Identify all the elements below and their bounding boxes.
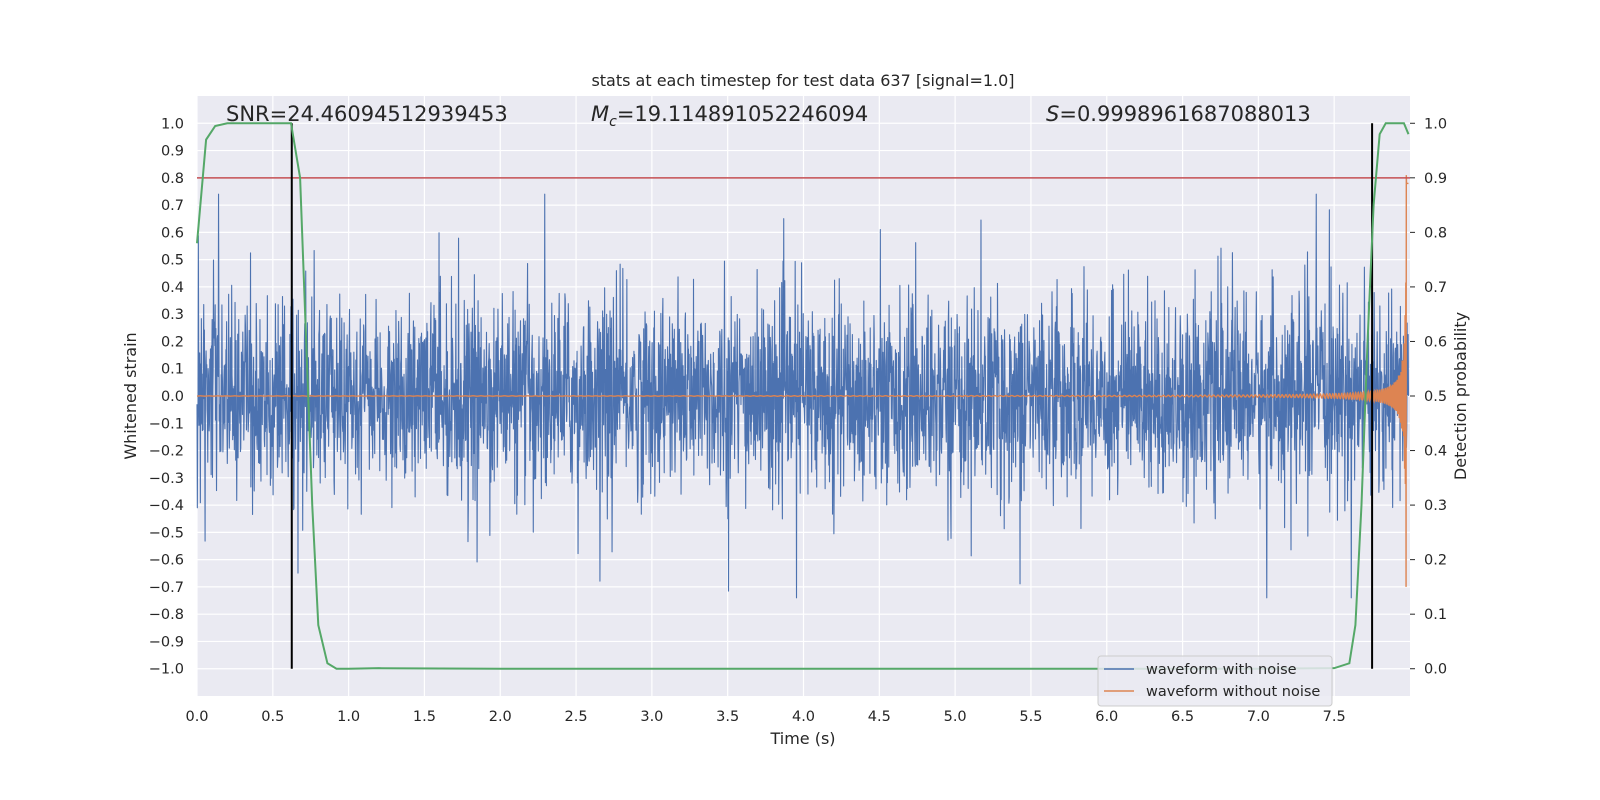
x-tick-label: 2.5 (565, 709, 588, 725)
y2-tick-label: 0.4 (1424, 444, 1447, 460)
y-tick-label: −1.0 (149, 662, 184, 678)
x-tick-label: 0.5 (261, 709, 284, 725)
series-waveform-with-noise (196, 193, 1410, 599)
probability-trace (196, 122, 1410, 670)
x-axis-ticks: 0.0 0.5 1.0 1.5 2.0 2.5 3.0 3.5 4.0 4.5 5.0 5.5 6.0 6… (185, 709, 1345, 725)
x-tick-label: 7.0 (1247, 709, 1270, 725)
reference-lines (197, 123, 1410, 669)
x-tick-label: 5.5 (1019, 709, 1042, 725)
y-axis-label: Whitened strain (121, 332, 140, 459)
x-tick-label: 3.0 (640, 709, 663, 725)
y-tick-label: 0.9 (161, 144, 184, 160)
x-tick-label: 1.5 (413, 709, 436, 725)
chirp-mass-value: =19.114891052246094 (617, 102, 868, 126)
y-tick-label: −0.5 (149, 525, 184, 541)
series-waveform-without-noise (196, 175, 1409, 587)
x-tick-label: 3.5 (716, 709, 739, 725)
legend-label-clean: waveform without noise (1146, 684, 1320, 700)
y2-tick-label: 0.1 (1424, 607, 1447, 623)
y-tick-label: 1.0 (161, 116, 184, 132)
s-annotation: S=0.9998961687088013 (1046, 102, 1311, 126)
x-tick-label: 5.0 (944, 709, 967, 725)
y2-axis-label: Detection probability (1451, 312, 1470, 480)
y2-axis-ticks: 1.0 0.9 0.8 0.7 0.6 0.5 0.4 0.3 0.2 0.1 0.0 (1410, 116, 1447, 678)
legend-label-noise: waveform with noise (1146, 662, 1297, 678)
series-detection-probability (196, 122, 1410, 670)
y-tick-label: 0.6 (161, 225, 184, 241)
x-tick-label: 4.5 (868, 709, 891, 725)
x-tick-label: 6.0 (1095, 709, 1118, 725)
x-axis-label: Time (s) (769, 729, 835, 748)
snr-annotation: SNR=24.46094512939453 (226, 102, 508, 126)
y-tick-label: 0.3 (161, 307, 184, 323)
y-tick-label: 0.0 (161, 389, 184, 405)
y-tick-label: 0.8 (161, 171, 184, 187)
y-tick-label: 0.2 (161, 334, 184, 350)
y2-tick-label: 0.6 (1424, 334, 1447, 350)
chirp-mass-symbol: M (591, 102, 609, 126)
legend: waveform with noise waveform without noi… (1097, 655, 1333, 707)
y-tick-label: −0.2 (149, 444, 184, 460)
x-tick-label: 7.5 (1323, 709, 1346, 725)
y2-tick-label: 0.0 (1424, 662, 1447, 678)
y2-tick-label: 0.2 (1424, 553, 1447, 569)
y-tick-label: −0.1 (149, 416, 184, 432)
x-tick-label: 1.0 (337, 709, 360, 725)
x-tick-label: 6.5 (1171, 709, 1194, 725)
y2-tick-label: 0.9 (1424, 171, 1447, 187)
y-tick-label: −0.8 (149, 607, 184, 623)
y-tick-label: −0.4 (149, 498, 184, 514)
y2-tick-label: 0.8 (1424, 225, 1447, 241)
s-value: =0.9998961687088013 (1059, 102, 1310, 126)
clean-trace (196, 175, 1409, 587)
y2-tick-label: 0.7 (1424, 280, 1447, 296)
x-tick-label: 0.0 (185, 709, 208, 725)
chirp-mass-annotation: Mc=19.114891052246094 (591, 102, 868, 130)
y-axis-ticks: 1.0 0.9 0.8 0.7 0.6 0.5 0.4 0.3 0.2 0.1 0.0 −0.1 −0.… (149, 116, 184, 677)
s-symbol: S (1046, 102, 1059, 126)
y2-tick-label: 0.5 (1424, 389, 1447, 405)
x-tick-label: 4.0 (792, 709, 815, 725)
y-tick-label: 0.1 (161, 362, 184, 378)
y2-tick-label: 1.0 (1424, 116, 1447, 132)
chirp-mass-subscript: c (609, 114, 617, 130)
y-tick-label: 0.7 (161, 198, 184, 214)
legend-box (1097, 655, 1333, 707)
y-tick-label: −0.9 (149, 634, 184, 650)
noise-trace (196, 193, 1410, 599)
y-tick-label: 0.4 (161, 280, 184, 296)
y-tick-label: −0.6 (149, 553, 184, 569)
y-tick-label: −0.7 (149, 580, 184, 596)
y2-tick-label: 0.3 (1424, 498, 1447, 514)
chart-title: stats at each timestep for test data 637… (591, 71, 1014, 90)
x-tick-label: 2.0 (489, 709, 512, 725)
y-tick-label: −0.3 (149, 471, 184, 487)
y-tick-label: 0.5 (161, 253, 184, 269)
